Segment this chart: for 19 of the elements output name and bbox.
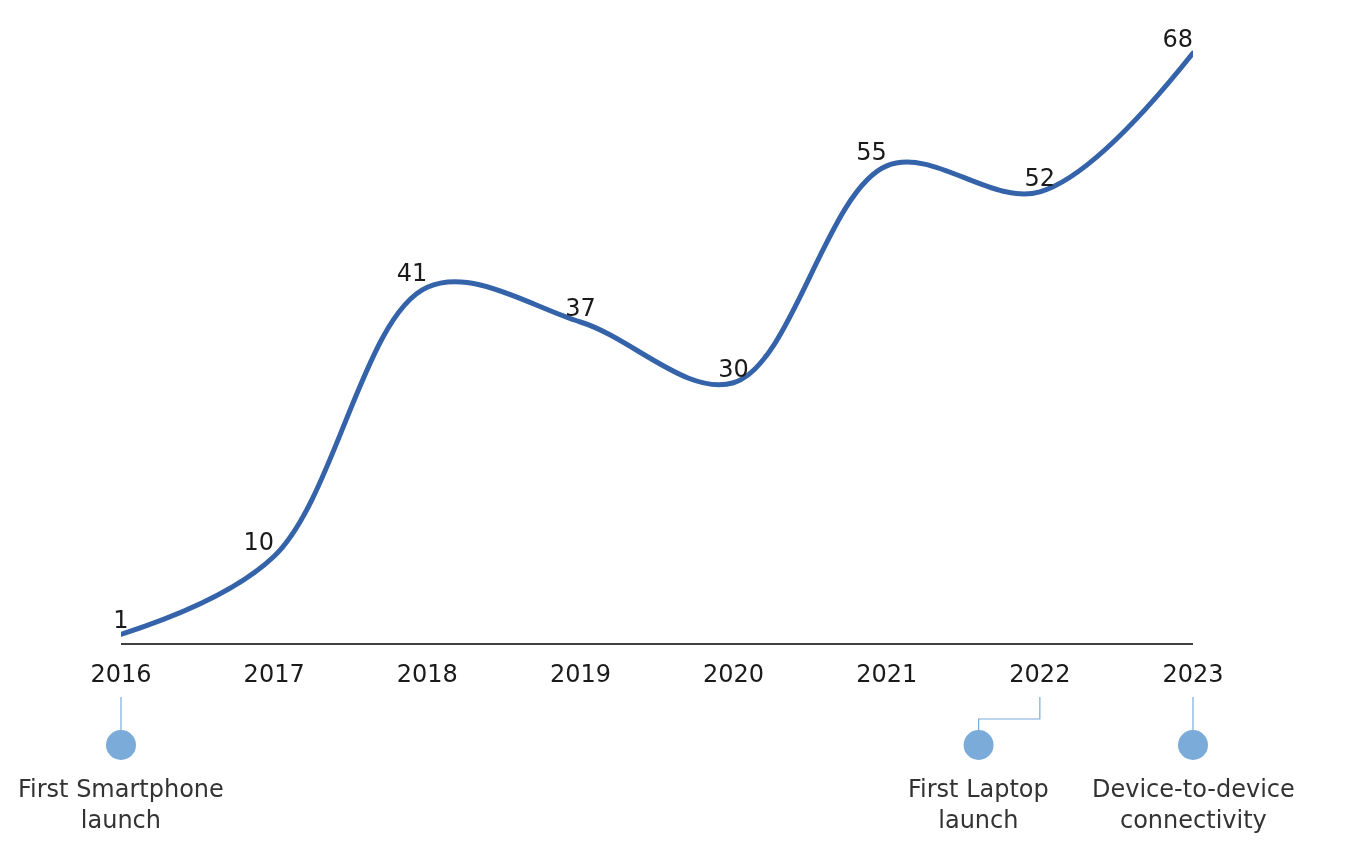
x-tick-label: 2023 (1162, 659, 1224, 688)
data-label: 55 (856, 137, 887, 166)
x-tick-label: 2016 (90, 659, 152, 688)
data-label: 52 (1024, 163, 1056, 192)
x-tick-label: 2022 (1009, 659, 1071, 688)
data-label: 41 (396, 259, 428, 288)
data-label: 68 (1162, 25, 1193, 54)
text: First Smartphone launch (18, 775, 224, 835)
data-label: 10 (243, 528, 275, 557)
data-label: 1 (113, 606, 129, 635)
x-tick-label: 2018 (396, 659, 458, 688)
x-tick-label: 2017 (243, 659, 305, 688)
data-label: 37 (565, 294, 596, 322)
x-tick-label: 2020 (703, 659, 765, 688)
text: First Laptop launch (908, 775, 1049, 835)
data-label: 30 (718, 354, 749, 383)
x-tick-label: 2021 (856, 659, 918, 688)
text: Device-to-device connectivity (1092, 775, 1295, 835)
x-tick-label: 2019 (549, 659, 611, 688)
